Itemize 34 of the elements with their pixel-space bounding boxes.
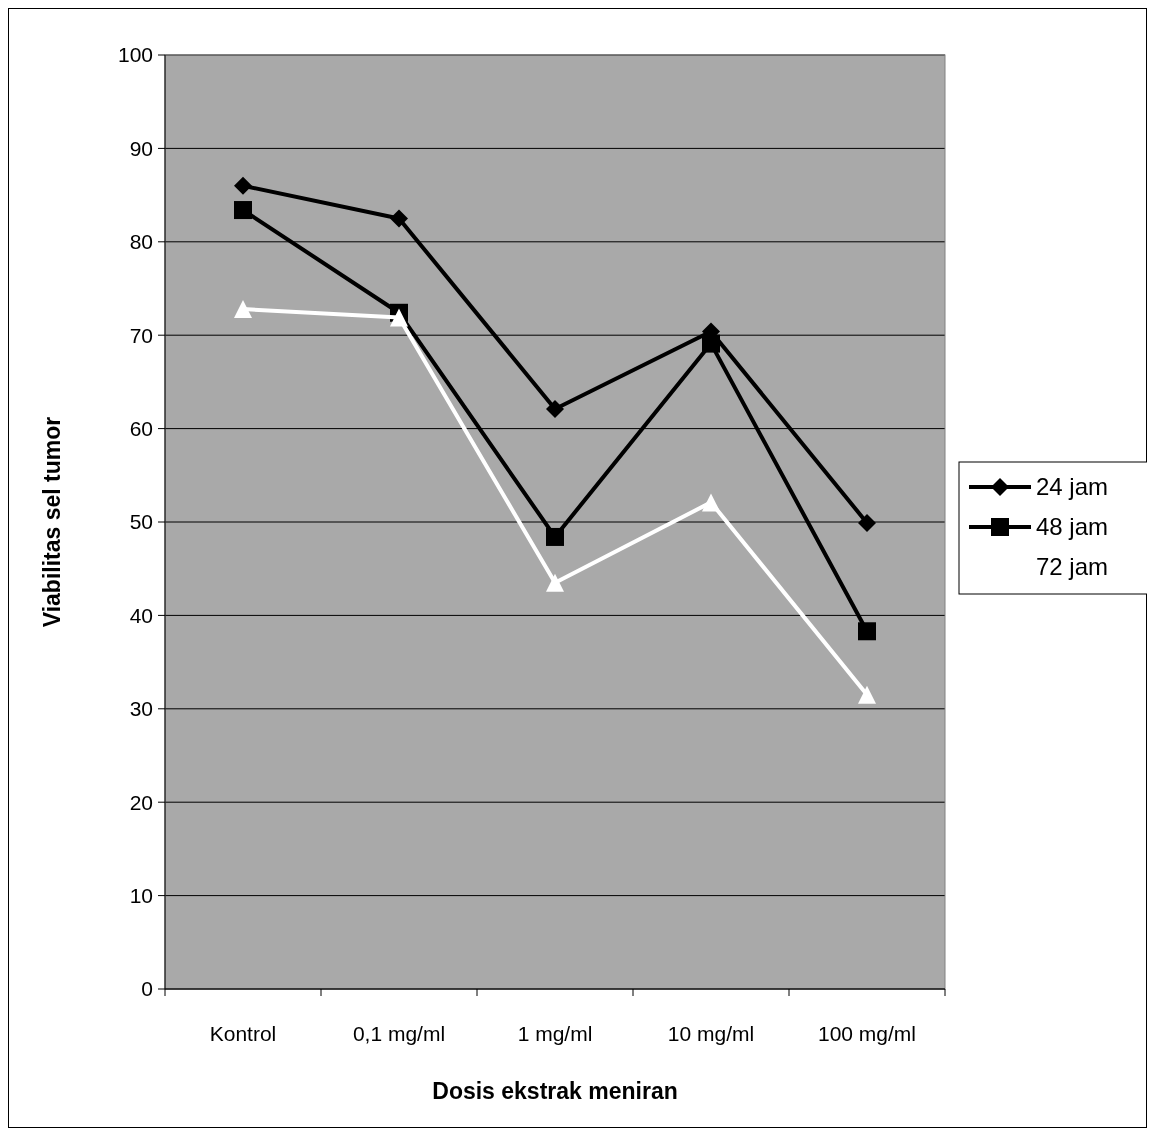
x-axis-title: Dosis ekstrak meniran (432, 1078, 678, 1104)
y-tick-label: 40 (129, 603, 153, 627)
text: 72 jam (1036, 553, 1109, 581)
y-tick-label: 0 (141, 977, 153, 1001)
point (390, 209, 408, 228)
y-tick-label: 20 (129, 790, 153, 814)
x-tick-label: 10 mg/ml (667, 1022, 755, 1045)
x-tick-label: Kontrol (209, 1022, 277, 1045)
y-tick-label: 60 (129, 416, 153, 440)
y-tick-label: 70 (129, 323, 153, 347)
point (234, 176, 252, 195)
point (702, 493, 720, 512)
y-tick-label: 90 (129, 136, 153, 160)
point (546, 573, 564, 592)
y-tick-label: 10 (129, 883, 153, 907)
y-tick-label: 80 (129, 230, 153, 254)
y-tick-label: 50 (129, 510, 153, 534)
y-tick-label: 30 (129, 697, 153, 721)
x-tick-label: 0,1 mg/ml (352, 1022, 446, 1045)
point (390, 308, 408, 327)
point (858, 513, 876, 532)
x-tick-label: 1 mg/ml (517, 1022, 593, 1045)
point (858, 685, 876, 704)
y-axis-title: Viabilitas sel tumor (39, 416, 65, 628)
point (546, 399, 564, 418)
point (546, 527, 564, 546)
legend-label: 24 jam (1036, 473, 1109, 501)
y-tick-label: 100 (117, 43, 153, 67)
point (234, 201, 252, 220)
point (702, 334, 720, 353)
point (234, 300, 252, 319)
point (858, 622, 876, 641)
x-tick-label: 100 mg/ml (817, 1022, 917, 1045)
legend-label: 48 jam (1036, 513, 1109, 541)
